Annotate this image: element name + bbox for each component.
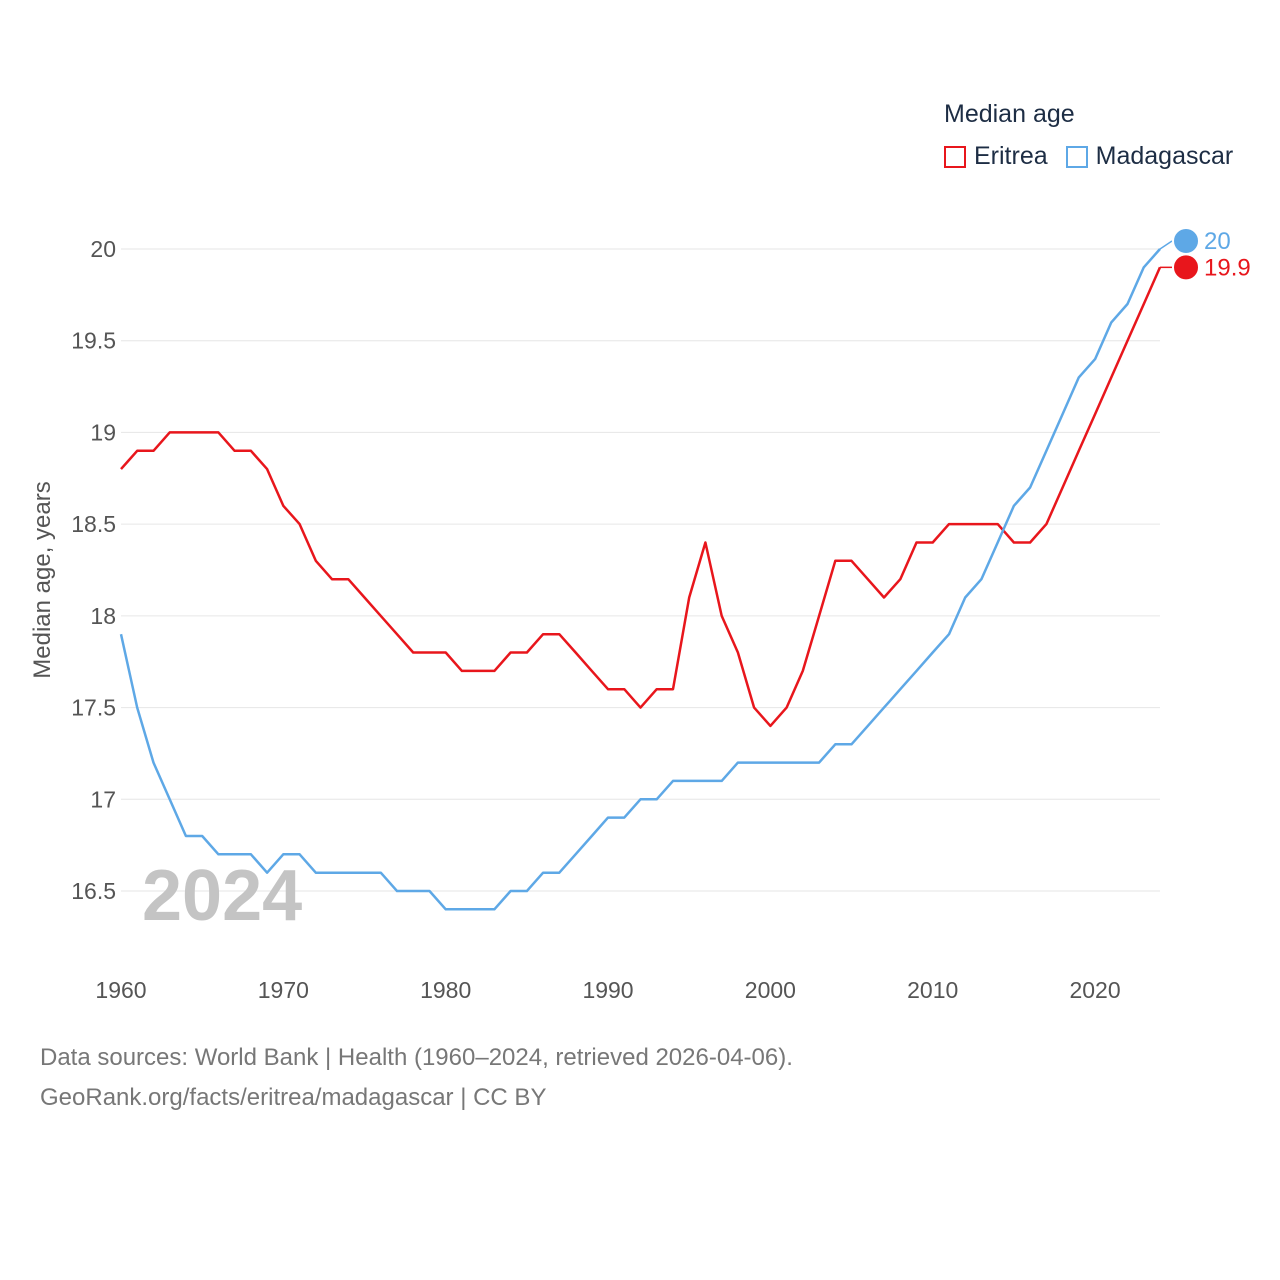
y-tick-label: 18.5 <box>71 511 116 537</box>
footer-sources: Data sources: World Bank | Health (1960–… <box>40 1044 793 1071</box>
end-markers: 19.920 <box>1159 227 1251 282</box>
year-watermark: 2024 <box>142 856 302 936</box>
y-tick-label: 18 <box>90 603 116 629</box>
x-axis-ticks: 1960 1970 1980 1990 2000 2010 2020 <box>95 977 1120 1003</box>
legend-label-eritrea: Eritrea <box>974 142 1048 170</box>
x-tick-label: 1960 <box>95 977 146 1003</box>
x-tick-label: 1980 <box>420 977 471 1003</box>
grid-lines <box>121 248 1160 892</box>
y-tick-label: 17 <box>90 786 116 812</box>
footer-credit: GeoRank.org/facts/eritrea/madagascar | C… <box>40 1084 547 1111</box>
end-connector-madagascar <box>1159 240 1173 250</box>
x-tick-label: 1970 <box>258 977 309 1003</box>
x-tick-label: 1990 <box>582 977 633 1003</box>
x-tick-label: 2020 <box>1069 977 1120 1003</box>
legend-swatch-madagascar <box>1065 145 1088 168</box>
legend: Eritrea Madagascar <box>944 142 1251 171</box>
legend-swatch-eritrea <box>944 145 966 168</box>
end-value-label-eritrea: 19.9 <box>1204 254 1251 281</box>
series-line-madagascar <box>119 248 1161 911</box>
legend-item-eritrea[interactable]: Eritrea <box>944 142 1048 171</box>
flag-marker-eritrea <box>1172 253 1200 282</box>
y-tick-label: 16.5 <box>71 878 116 904</box>
legend-label-madagascar: Madagascar <box>1095 142 1234 170</box>
y-tick-label: 19.5 <box>71 328 116 354</box>
y-tick-label: 19 <box>90 419 116 445</box>
series-lines <box>119 248 1162 911</box>
x-tick-label: 2010 <box>907 977 958 1003</box>
legend-title: Median age <box>944 100 1075 128</box>
y-axis-title: Median age, years <box>29 481 56 678</box>
y-tick-label: 20 <box>90 236 116 262</box>
flag-marker-madagascar <box>1172 227 1200 255</box>
x-tick-label: 2000 <box>745 977 796 1003</box>
y-tick-label: 17.5 <box>71 695 116 721</box>
end-value-label-madagascar: 20 <box>1204 228 1231 255</box>
y-axis-ticks: 16.5 17 17.5 18 18.5 19 19.5 20 <box>71 236 116 904</box>
series-line-eritrea <box>120 266 1162 728</box>
legend-item-madagascar[interactable]: Madagascar <box>1065 142 1234 171</box>
